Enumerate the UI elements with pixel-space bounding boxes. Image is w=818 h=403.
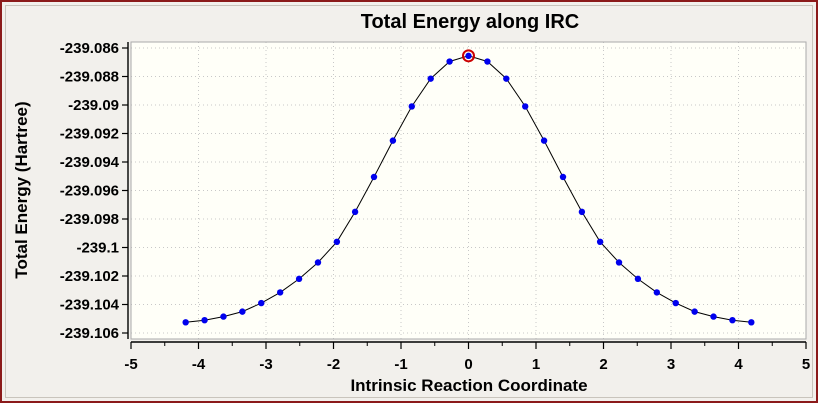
y-tick-label: -239.106	[60, 325, 119, 342]
x-tick-label: -2	[327, 356, 340, 373]
data-point	[351, 208, 359, 216]
data-point	[239, 308, 246, 315]
x-tick-label: -1	[394, 356, 407, 373]
data-point	[634, 275, 642, 283]
data-point	[182, 319, 189, 326]
data-point	[596, 238, 604, 245]
y-tick-label: -239.094	[60, 154, 120, 171]
data-point	[389, 137, 397, 144]
x-tick-label: -5	[124, 356, 137, 373]
x-tick-label: 1	[532, 356, 540, 373]
y-tick-label: -239.092	[60, 126, 119, 143]
data-point	[314, 259, 322, 266]
x-tick-label: 2	[599, 356, 607, 373]
y-axis-label: Total Energy (Hartree)	[12, 101, 31, 278]
data-point	[333, 238, 341, 245]
y-tick-label: -239.09	[68, 97, 119, 114]
highlighted-point-ring	[462, 49, 475, 63]
x-tick-label: 0	[464, 356, 472, 373]
data-point	[503, 75, 510, 82]
y-tick-label: -239.102	[60, 268, 119, 285]
data-point	[220, 313, 227, 320]
data-point	[578, 208, 586, 216]
data-point	[710, 313, 717, 320]
data-point	[691, 308, 698, 315]
data-point	[484, 58, 491, 65]
y-tick-label: -239.1	[76, 240, 119, 257]
plot-border	[130, 41, 807, 340]
data-point	[408, 103, 415, 110]
data-point	[446, 58, 453, 65]
y-axis-ticks: -239.086 -239.088 -239.09 -239.092 -239.094 -…	[60, 40, 128, 342]
x-axis-ticks: -5 -4 -3 -2 -1 0 1 2 3 4 5	[124, 342, 810, 373]
data-point	[276, 289, 284, 296]
y-tick-label: -239.088	[60, 69, 119, 86]
data-point	[540, 137, 548, 144]
data-point	[258, 299, 265, 307]
data-point	[522, 103, 529, 110]
x-tick-label: -3	[259, 356, 272, 373]
data-point	[427, 75, 434, 82]
y-tick-label: -239.104	[60, 297, 120, 314]
data-point	[672, 299, 679, 307]
y-tick-label: -239.096	[60, 183, 119, 200]
y-tick-label: -239.098	[60, 211, 119, 228]
x-axis-label: Intrinsic Reaction Coordinate	[350, 376, 587, 395]
data-point	[559, 173, 567, 181]
data-point	[465, 52, 472, 60]
x-tick-label: 5	[802, 356, 810, 373]
data-point	[370, 173, 378, 181]
data-point	[729, 316, 736, 324]
data-point	[653, 289, 661, 296]
data-point	[615, 259, 623, 266]
data-point	[748, 319, 755, 326]
x-tick-label: 3	[667, 356, 675, 373]
data-point	[201, 316, 208, 324]
x-tick-label: -4	[192, 356, 206, 373]
energy-series-markers	[182, 49, 755, 326]
chart-inner-frame	[5, 5, 813, 398]
chart-title: Total Energy along IRC	[361, 11, 580, 33]
x-tick-label: 4	[734, 356, 743, 373]
data-point	[295, 275, 303, 283]
y-tick-label: -239.086	[60, 40, 119, 57]
